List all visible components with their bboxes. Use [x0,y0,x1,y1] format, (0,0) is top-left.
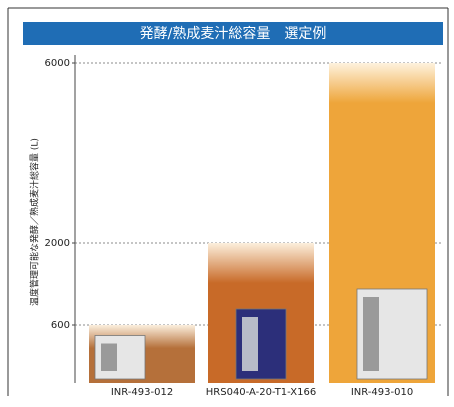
x-tick-label: HRS040-A-20-T1-X166 [206,387,316,398]
machine-panel [363,297,379,371]
y-tick-label: 2000 [45,238,70,249]
title-bar [23,22,443,45]
x-tick-label: INR-493-012 [111,387,173,398]
y-tick-label: 600 [51,320,70,331]
machine-panel [101,343,117,371]
foam [208,243,314,283]
x-tick-label: INR-493-010 [351,387,413,398]
foam [329,63,435,103]
chart-title: 発酵/熟成麦汁総容量 選定例 [140,25,327,42]
y-tick-label: 6000 [45,58,70,69]
machine-panel [242,317,258,371]
y-axis-label: 温度管理可能な発酵／熟成麦汁総容量 (L) [29,138,41,306]
